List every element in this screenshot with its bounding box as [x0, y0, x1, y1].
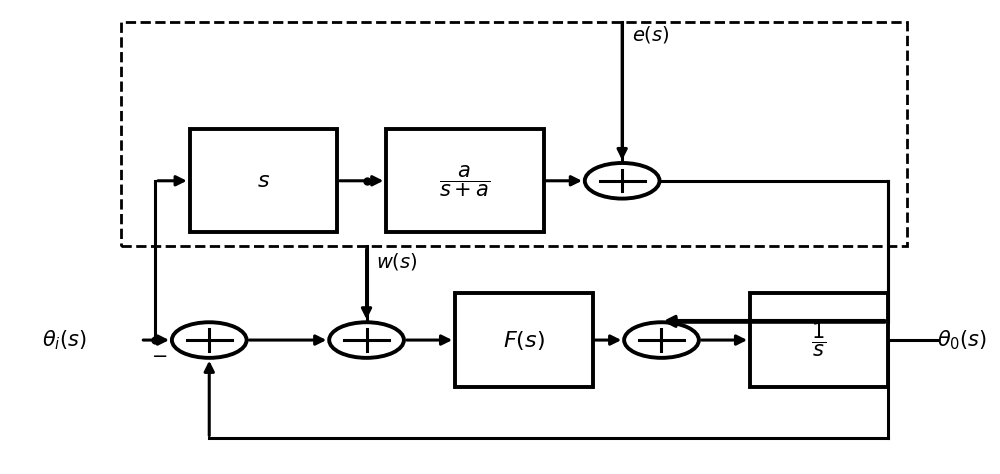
Text: $\theta_i(s)$: $\theta_i(s)$ — [42, 328, 87, 352]
Text: $\theta_0(s)$: $\theta_0(s)$ — [937, 328, 987, 352]
Text: $F(s)$: $F(s)$ — [503, 328, 545, 352]
FancyBboxPatch shape — [386, 129, 544, 232]
Text: $\dfrac{1}{s}$: $\dfrac{1}{s}$ — [811, 321, 826, 359]
Text: $e(s)$: $e(s)$ — [632, 24, 670, 45]
Text: $\dfrac{a}{s+a}$: $\dfrac{a}{s+a}$ — [439, 163, 491, 199]
Circle shape — [624, 322, 699, 358]
Circle shape — [329, 322, 404, 358]
Circle shape — [172, 322, 247, 358]
Text: $s$: $s$ — [257, 171, 270, 191]
Text: $-$: $-$ — [151, 345, 167, 364]
Text: $w(s)$: $w(s)$ — [376, 251, 418, 272]
Circle shape — [585, 163, 660, 199]
FancyBboxPatch shape — [455, 293, 593, 387]
FancyBboxPatch shape — [190, 129, 337, 232]
FancyBboxPatch shape — [750, 293, 888, 387]
